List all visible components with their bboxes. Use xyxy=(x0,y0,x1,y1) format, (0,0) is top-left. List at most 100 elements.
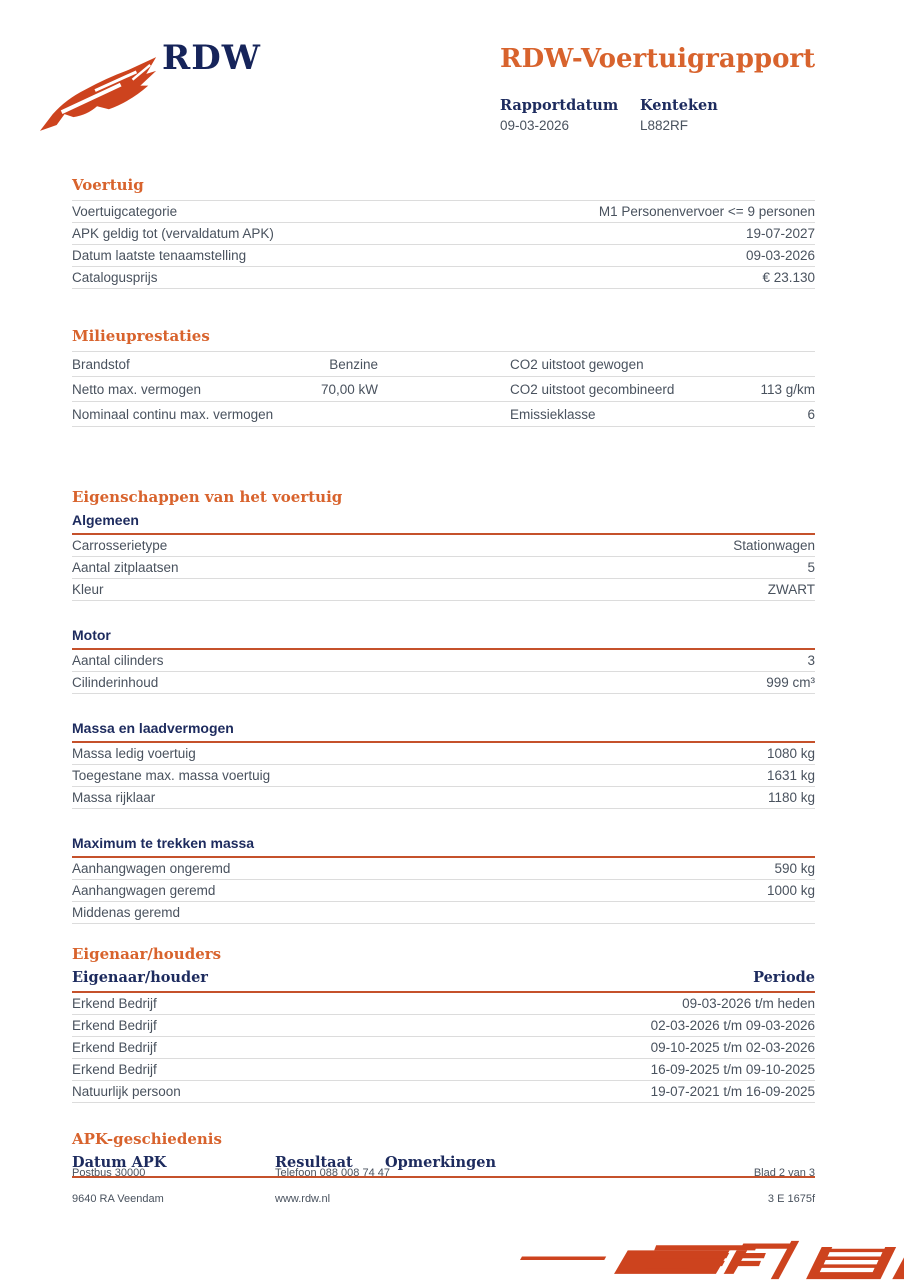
table-row: Cilinderinhoud 999 cm³ xyxy=(72,671,815,693)
table-row: Brandstof Benzine CO2 uitstoot gewogen xyxy=(72,351,815,376)
section-milieuprestaties: Milieuprestaties Brandstof Benzine CO2 u… xyxy=(72,327,815,427)
row-label: APK geldig tot (vervaldatum APK) xyxy=(72,226,274,241)
owner-period: 19-07-2021 t/m 16-09-2025 xyxy=(650,1084,815,1099)
apk-table-header: Datum APK Resultaat Opmerkingen xyxy=(72,1154,815,1178)
row-label: Aantal cilinders xyxy=(72,653,164,668)
row-label: CO2 uitstoot gewogen xyxy=(510,356,644,372)
table-row: Nominaal continu max. vermogen Emissiekl… xyxy=(72,401,815,426)
row-label: Kleur xyxy=(72,582,104,597)
row-label: Voertuigcategorie xyxy=(72,204,178,219)
subsection-motor: Motor Aantal cilinders 3 Cilinderinhoud … xyxy=(72,627,815,694)
section-title: Milieuprestaties xyxy=(72,327,210,345)
trekken-table: Aanhangwagen ongeremd 590 kg Aanhangwage… xyxy=(72,858,815,924)
table-row: Kleur ZWART xyxy=(72,578,815,600)
row-label: Carrosserietype xyxy=(72,538,168,553)
table-row: Massa rijklaar 1180 kg xyxy=(72,786,815,808)
table-row: Erkend Bedrijf 09-03-2026 t/m heden xyxy=(72,993,815,1014)
subsection-title: Motor xyxy=(72,627,815,650)
row-label: Brandstof xyxy=(72,356,130,372)
row-label: Aanhangwagen ongeremd xyxy=(72,861,231,876)
owner-name: Erkend Bedrijf xyxy=(72,1040,157,1055)
row-label: Catalogusprijs xyxy=(72,270,158,285)
row-value: € 23.130 xyxy=(762,270,815,285)
section-title: APK-geschiedenis xyxy=(72,1130,222,1148)
report-date-label: Rapportdatum xyxy=(500,97,619,114)
motor-table: Aantal cilinders 3 Cilinderinhoud 999 cm… xyxy=(72,650,815,694)
footer-phone: Telefoon 088 008 74 47 xyxy=(275,1167,390,1179)
owner-table: Erkend Bedrijf 09-03-2026 t/m heden Erke… xyxy=(72,993,815,1103)
report-title-block: RDW-Voertuigrapport xyxy=(500,44,820,74)
row-value: 5 xyxy=(807,560,815,575)
footer-line-2: 9640 RA Veendam www.rdw.nl 3 E 1675f xyxy=(72,1193,815,1205)
row-value: 1080 kg xyxy=(766,746,815,761)
column-header-remarks: Opmerkingen xyxy=(385,1154,496,1171)
license-plate-value: L882RF xyxy=(640,118,689,133)
owner-period: 02-03-2026 t/m 09-03-2026 xyxy=(650,1018,815,1033)
table-row: Erkend Bedrijf 16-09-2025 t/m 09-10-2025 xyxy=(72,1058,815,1080)
table-row: Aantal cilinders 3 xyxy=(72,650,815,671)
row-value: 09-03-2026 xyxy=(745,248,815,263)
table-row: Erkend Bedrijf 09-10-2025 t/m 02-03-2026 xyxy=(72,1036,815,1058)
subsection-title: Algemeen xyxy=(72,512,815,535)
table-row: Middenas geremd xyxy=(72,901,815,923)
row-label: Middenas geremd xyxy=(72,905,181,920)
subsection-title: Massa en laadvermogen xyxy=(72,720,815,743)
section-apk-geschiedenis: APK-geschiedenis Datum APK Resultaat Opm… xyxy=(72,1130,815,1178)
row-label: Datum laatste tenaamstelling xyxy=(72,248,247,263)
row-value: 1180 kg xyxy=(767,790,815,805)
rdw-wordmark: RDW xyxy=(162,38,261,78)
subsection-title: Maximum te trekken massa xyxy=(72,835,815,858)
footer-website: www.rdw.nl xyxy=(275,1193,331,1205)
column-header-owner: Eigenaar/houder xyxy=(72,969,208,986)
owner-name: Natuurlijk persoon xyxy=(72,1084,181,1099)
row-value: 999 cm³ xyxy=(766,675,815,690)
table-row: Toegestane max. massa voertuig 1631 kg xyxy=(72,764,815,786)
section-title: Eigenaar/houders xyxy=(72,945,222,963)
algemeen-table: Carrosserietype Stationwagen Aantal zitp… xyxy=(72,535,815,601)
row-label: Aanhangwagen geremd xyxy=(72,883,216,898)
table-row: Aanhangwagen ongeremd 590 kg xyxy=(72,858,815,879)
row-value: 19-07-2027 xyxy=(745,226,815,241)
row-label: CO2 uitstoot gecombineerd xyxy=(510,381,675,397)
subsection-trekken: Maximum te trekken massa Aanhangwagen on… xyxy=(72,835,815,924)
column-header-apk-date: Datum APK xyxy=(72,1154,167,1171)
row-value: Benzine xyxy=(329,356,378,372)
owner-name: Erkend Bedrijf xyxy=(72,1062,157,1077)
column-header-period: Periode xyxy=(753,969,815,986)
table-row: Voertuigcategorie M1 Personenvervoer <= … xyxy=(72,200,815,222)
table-row: Aantal zitplaatsen 5 xyxy=(72,556,815,578)
section-voertuig: Voertuig Voertuigcategorie M1 Personenve… xyxy=(72,176,815,289)
footer-city: 9640 RA Veendam xyxy=(72,1193,164,1205)
row-value: 70,00 kW xyxy=(320,381,378,397)
report-meta-values: 09-03-2026 L882RF xyxy=(500,118,688,133)
table-row: Carrosserietype Stationwagen xyxy=(72,535,815,556)
rdw-speedlines-graphic-icon xyxy=(520,1240,904,1280)
row-label: Cilinderinhoud xyxy=(72,675,159,690)
owner-period: 09-03-2026 t/m heden xyxy=(682,996,815,1011)
row-value: 6 xyxy=(807,406,815,422)
table-row: APK geldig tot (vervaldatum APK) 19-07-2… xyxy=(72,222,815,244)
footer-page-indicator: Blad 2 van 3 xyxy=(753,1167,815,1179)
owner-name: Erkend Bedrijf xyxy=(72,1018,157,1033)
row-label: Aantal zitplaatsen xyxy=(72,560,179,575)
owner-period: 09-10-2025 t/m 02-03-2026 xyxy=(650,1040,815,1055)
row-value: 3 xyxy=(807,653,815,668)
table-row: Catalogusprijs € 23.130 xyxy=(72,266,815,288)
section-eigenaar-houders: Eigenaar/houders Eigenaar/houder Periode… xyxy=(72,945,815,1103)
massa-table: Massa ledig voertuig 1080 kg Toegestane … xyxy=(72,743,815,809)
row-value: 113 g/km xyxy=(760,381,815,397)
subsection-algemeen: Algemeen Carrosserietype Stationwagen Aa… xyxy=(72,512,815,601)
subsection-massa: Massa en laadvermogen Massa ledig voertu… xyxy=(72,720,815,809)
page-title: RDW-Voertuigrapport xyxy=(500,44,816,74)
rdw-feather-logo-icon xyxy=(39,57,157,131)
table-row: Erkend Bedrijf 02-03-2026 t/m 09-03-2026 xyxy=(72,1014,815,1036)
column-header-result: Resultaat xyxy=(275,1154,353,1171)
table-row: Massa ledig voertuig 1080 kg xyxy=(72,743,815,764)
owner-period: 16-09-2025 t/m 09-10-2025 xyxy=(650,1062,815,1077)
milieu-table: Brandstof Benzine CO2 uitstoot gewogen N… xyxy=(72,351,815,427)
row-value: M1 Personenvervoer <= 9 personen xyxy=(598,204,815,219)
owner-table-header: Eigenaar/houder Periode xyxy=(72,969,815,993)
voertuig-table: Voertuigcategorie M1 Personenvervoer <= … xyxy=(72,200,815,289)
row-label: Toegestane max. massa voertuig xyxy=(72,768,271,783)
